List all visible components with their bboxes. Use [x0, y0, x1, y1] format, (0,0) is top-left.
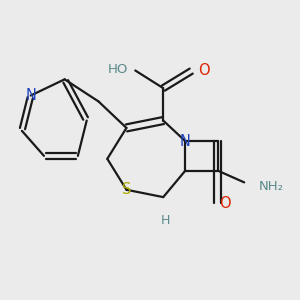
Text: S: S [122, 182, 131, 197]
Text: H: H [161, 214, 170, 227]
Text: N: N [180, 134, 191, 149]
Text: O: O [219, 196, 231, 211]
Text: N: N [25, 88, 36, 103]
Text: NH₂: NH₂ [259, 180, 284, 193]
Text: HO: HO [107, 63, 128, 76]
Text: O: O [198, 63, 209, 78]
